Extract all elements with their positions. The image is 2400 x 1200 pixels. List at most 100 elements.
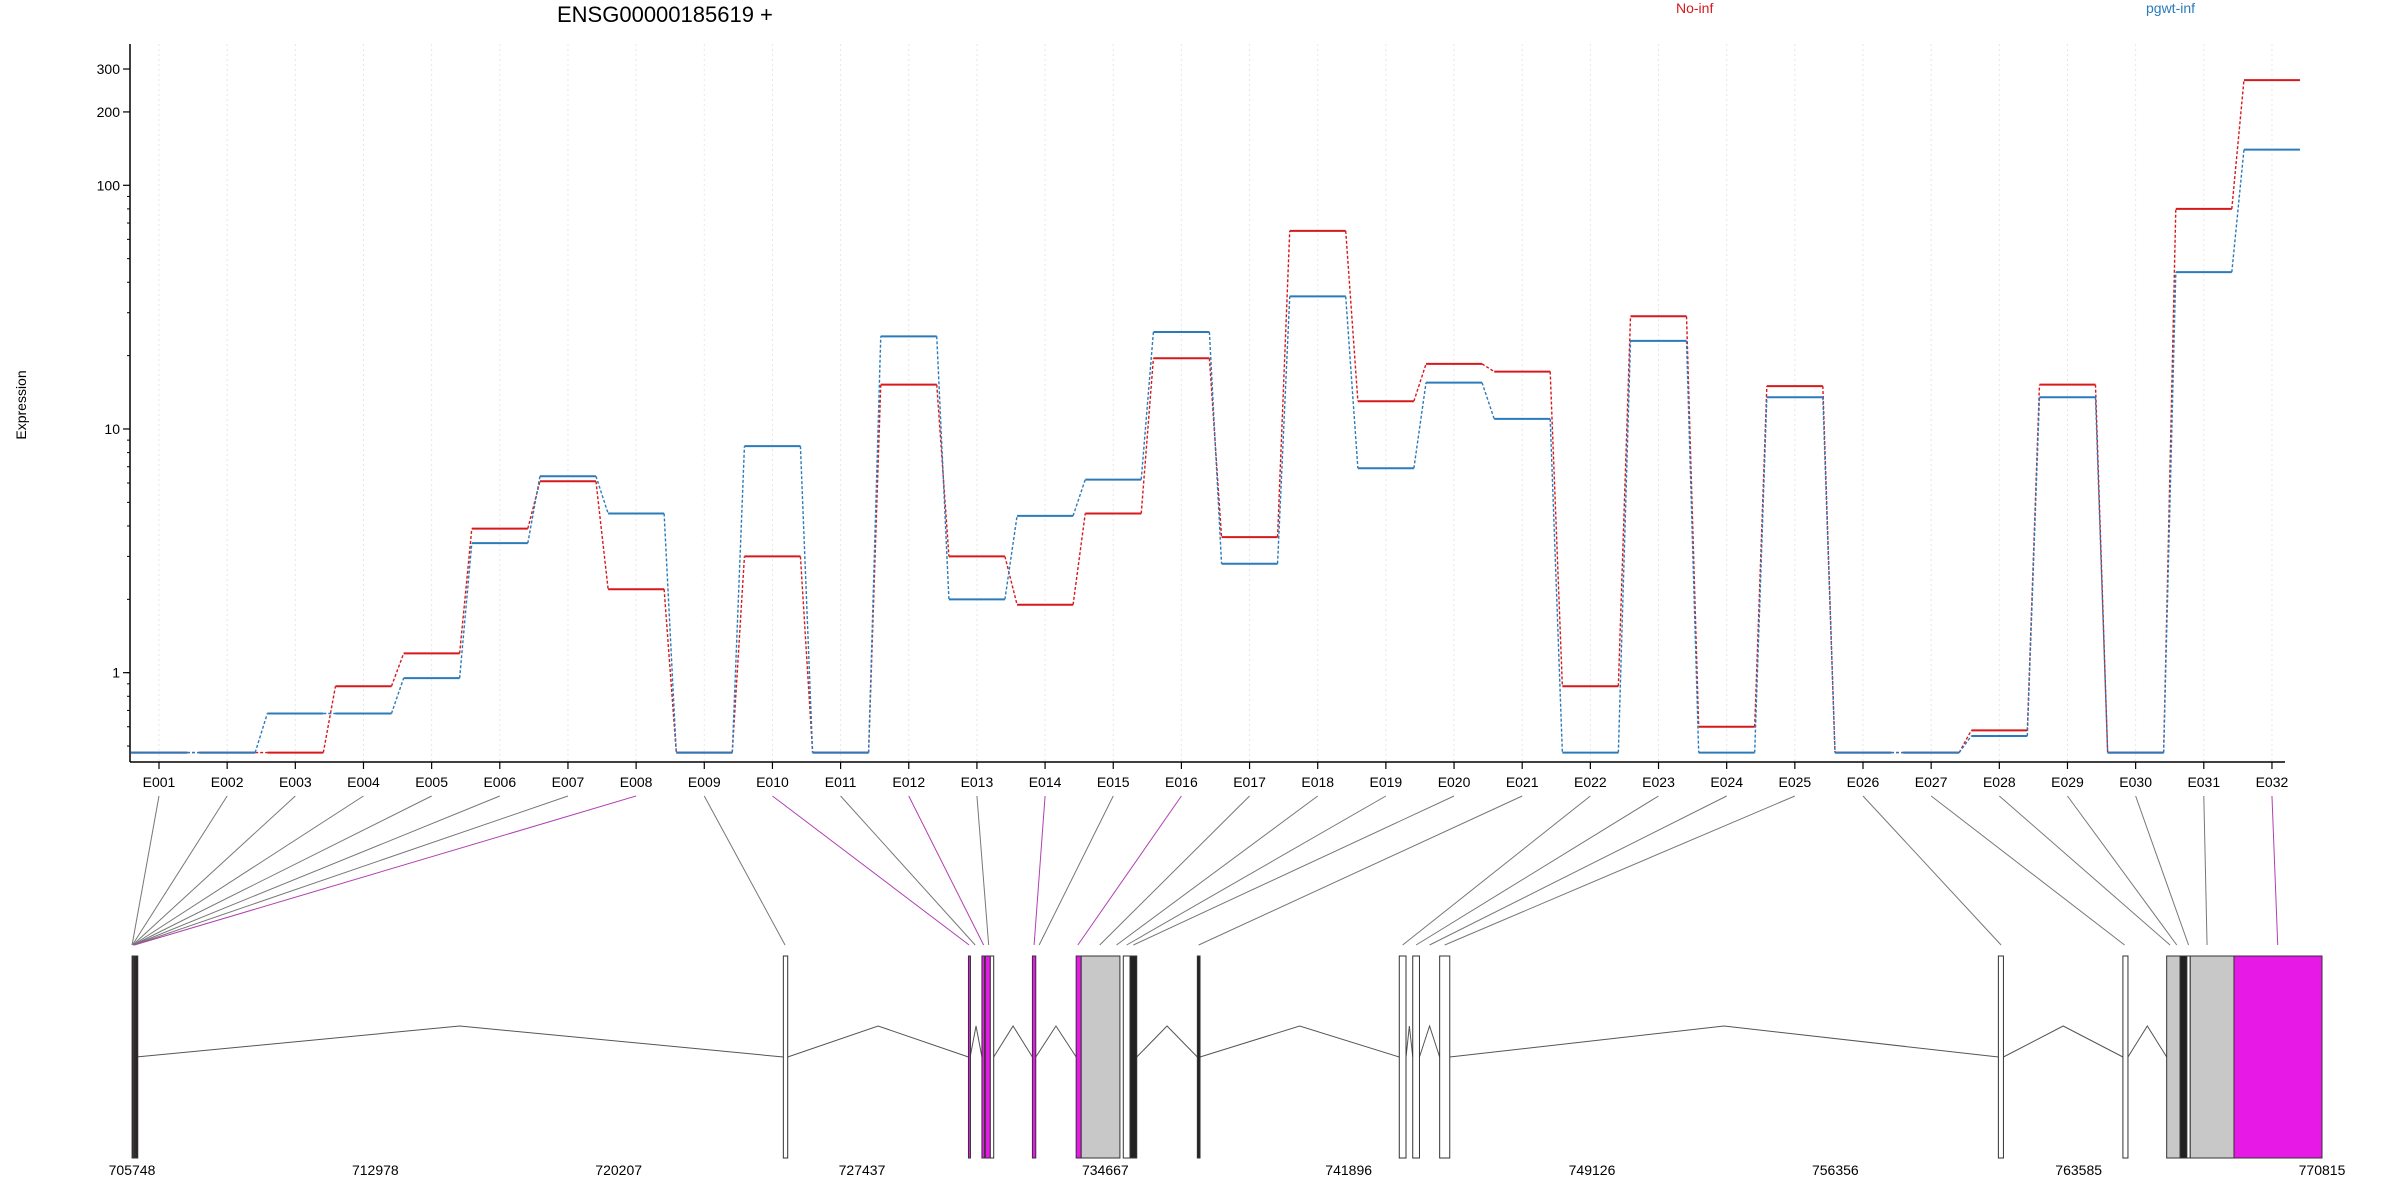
- series-connector: [390, 677, 405, 714]
- x-tick-label: E013: [961, 774, 994, 790]
- exon-block: [1196, 955, 1201, 1159]
- y-tick-label: 300: [97, 61, 121, 77]
- exon-connector-lines: [131, 795, 2279, 946]
- exon-block: [981, 955, 986, 1159]
- series-connector: [2094, 384, 2109, 753]
- exon-connector: [131, 795, 228, 946]
- series-lines: [131, 79, 2300, 754]
- exon-connector: [2067, 795, 2178, 946]
- exon-connector: [1033, 795, 1046, 946]
- series-no-inf: [131, 79, 2300, 754]
- x-axis: E001 E002 E003 E004 E005 E006 E007 E008 E009 E010…: [130, 761, 2289, 790]
- exon-block: [1439, 955, 1451, 1159]
- exon-block: [984, 955, 991, 1159]
- exon-block: [782, 955, 789, 1159]
- x-tick-label: E021: [1506, 774, 1539, 790]
- exon-block: [1997, 955, 2004, 1159]
- series-connector: [1822, 386, 1836, 753]
- series-connector: [322, 686, 337, 753]
- y-axis: 1 10 100 200 300: [97, 44, 131, 762]
- x-tick-label: E004: [347, 774, 380, 790]
- genomic-coordinate-axis: 705748 712978 720207 727437 734667 741896 7491…: [109, 1162, 2346, 1178]
- x-tick-label: E017: [1233, 774, 1266, 790]
- exon-block: [135, 955, 139, 1159]
- genomic-tick-label: 741896: [1325, 1162, 1372, 1178]
- exon-connector: [1133, 795, 1455, 946]
- x-tick-label: E011: [825, 774, 857, 790]
- intron-line: [1449, 1025, 1999, 1058]
- intron-line: [1136, 1025, 1198, 1058]
- series-connector: [254, 713, 268, 753]
- series-connector: [731, 556, 746, 753]
- y-tick-label: 200: [97, 104, 121, 120]
- exon-block: [2233, 955, 2323, 1159]
- exon-connector: [132, 795, 364, 946]
- series-connector: [1140, 331, 1155, 480]
- series-connector: [731, 446, 746, 753]
- genomic-tick-label: 763585: [2055, 1162, 2102, 1178]
- legend-entry-no-inf: No-inf: [1676, 0, 1713, 16]
- x-tick-label: E029: [2051, 774, 2084, 790]
- x-tick-label: E007: [552, 774, 585, 790]
- intron-line: [969, 1025, 983, 1058]
- x-tick-label: E023: [1642, 774, 1675, 790]
- exon-connector: [703, 795, 786, 946]
- series-connector: [1549, 371, 1564, 687]
- x-tick-label: E032: [2256, 774, 2289, 790]
- series-connector: [1413, 382, 1427, 469]
- x-tick-label: E012: [892, 774, 925, 790]
- series-connector: [1481, 363, 1495, 373]
- exon-connector: [1126, 795, 1387, 946]
- series-connector: [2162, 272, 2177, 753]
- x-tick-label: E018: [1301, 774, 1334, 790]
- exon-block: [1075, 955, 1082, 1159]
- exon-connector: [133, 795, 569, 946]
- exon-connector: [1099, 795, 1250, 946]
- series-connector: [663, 513, 677, 753]
- x-tick-label: E028: [1983, 774, 2016, 790]
- chart-title: ENSG00000185619 +: [557, 2, 773, 27]
- series-pgwt-inf: [131, 148, 2300, 754]
- y-tick-label: 10: [104, 421, 120, 437]
- series-connector: [867, 336, 882, 753]
- exon-block: [1122, 955, 1131, 1159]
- series-connector: [1617, 340, 1632, 753]
- x-tick-label: E030: [2119, 774, 2152, 790]
- vertical-gridlines: [158, 44, 2273, 762]
- genomic-tick-label: 720207: [595, 1162, 642, 1178]
- exon-connector: [133, 795, 500, 946]
- x-tick-label: E025: [1778, 774, 1811, 790]
- genomic-tick-label: 749126: [1569, 1162, 1616, 1178]
- exon-block: [967, 955, 971, 1159]
- exon-block: [2166, 955, 2181, 1159]
- x-tick-label: E022: [1574, 774, 1607, 790]
- series-connector: [2231, 80, 2245, 209]
- series-connector: [1345, 230, 1359, 402]
- genomic-tick-label: 727437: [839, 1162, 886, 1178]
- x-tick-label: E031: [2187, 774, 2220, 790]
- series-connector: [2026, 397, 2041, 736]
- x-tick-label: E026: [1847, 774, 1880, 790]
- genomic-tick-label: 712978: [352, 1162, 399, 1178]
- x-tick-label: E001: [143, 774, 176, 790]
- series-connector: [527, 476, 541, 544]
- series-connector: [799, 446, 814, 753]
- x-tick-label: E016: [1165, 774, 1198, 790]
- exon-block: [1412, 955, 1420, 1159]
- exon-connector: [1415, 795, 1659, 946]
- series-connector: [2026, 384, 2041, 731]
- legend-entry-pgwt-inf: pgwt-inf: [2146, 0, 2195, 16]
- gene-model-track: [131, 955, 2323, 1159]
- series-connector: [458, 528, 473, 654]
- series-connector: [799, 556, 814, 753]
- x-tick-label: E003: [279, 774, 312, 790]
- series-connector: [1276, 296, 1291, 564]
- x-tick-label: E010: [756, 774, 789, 790]
- y-tick-label: 100: [97, 177, 121, 193]
- exon-connector: [1930, 795, 2125, 946]
- series-connector: [1004, 556, 1018, 605]
- intron-line: [1418, 1024, 1441, 1058]
- genomic-tick-label: 770815: [2299, 1162, 2346, 1178]
- series-connector: [1685, 340, 1700, 753]
- series-connector: [595, 475, 609, 514]
